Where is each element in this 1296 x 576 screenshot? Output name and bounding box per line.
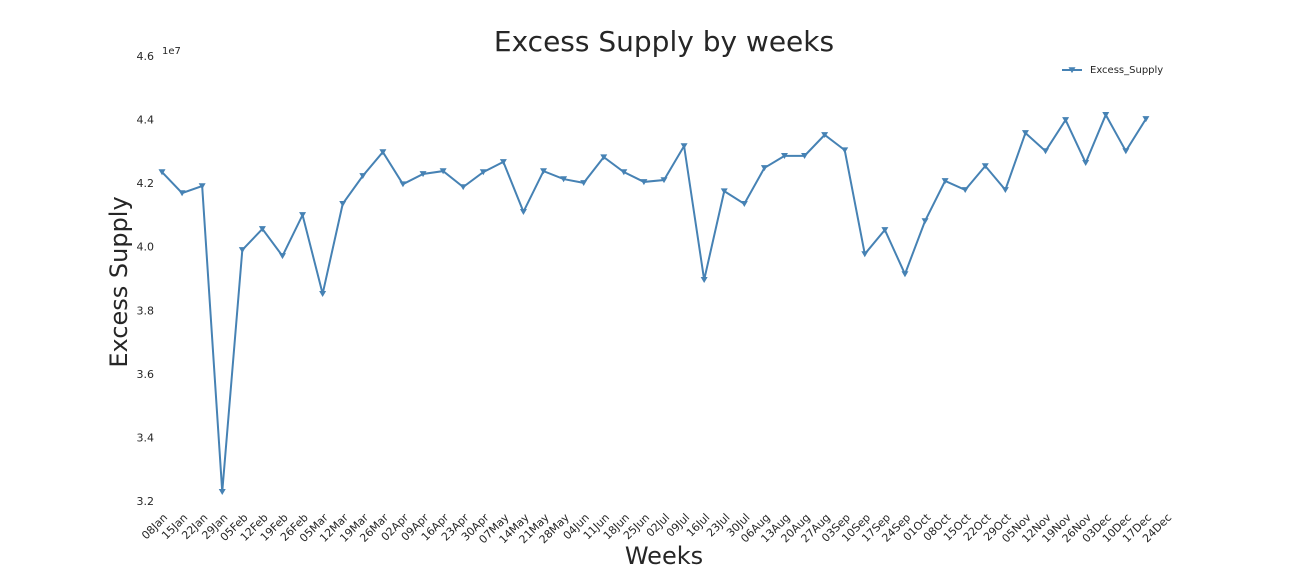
marker — [299, 212, 307, 219]
marker — [218, 489, 226, 495]
legend-label: Excess_Supply — [1090, 65, 1163, 76]
marker — [720, 188, 728, 195]
marker — [881, 227, 889, 234]
marker — [640, 179, 648, 186]
marker — [379, 149, 387, 156]
marker — [319, 291, 327, 297]
marker — [901, 271, 909, 278]
marker — [680, 143, 688, 150]
marker — [961, 187, 969, 194]
marker — [540, 168, 548, 175]
offset-label: 1e7 — [162, 46, 181, 57]
marker — [1042, 148, 1050, 155]
marker — [620, 169, 628, 176]
y-tick-label: 3.8 — [137, 304, 155, 317]
marker — [801, 153, 809, 160]
x-axis-label: Weeks — [625, 542, 703, 570]
marker — [479, 169, 487, 176]
marker — [1001, 187, 1009, 194]
marker — [921, 218, 929, 225]
y-tick-label: 3.4 — [137, 431, 155, 444]
y-tick-label: 4.2 — [137, 177, 155, 190]
marker — [660, 177, 668, 184]
marker — [459, 184, 467, 191]
y-tick-label: 4.6 — [137, 50, 155, 63]
marker — [158, 169, 166, 176]
marker — [981, 163, 989, 170]
marker — [560, 176, 568, 183]
marker — [238, 247, 246, 254]
y-tick-label: 3.6 — [137, 368, 155, 381]
marker — [1122, 148, 1130, 155]
line — [161, 112, 1147, 492]
marker — [760, 165, 768, 172]
marker — [600, 154, 608, 161]
marker — [861, 251, 869, 258]
y-axis-label: Excess Supply — [105, 196, 133, 367]
marker — [780, 153, 788, 160]
marker — [1102, 112, 1110, 118]
marker — [499, 159, 507, 166]
marker — [1142, 116, 1150, 123]
marker — [419, 171, 427, 178]
marker — [359, 173, 367, 180]
chart-title: Excess Supply by weeks — [494, 25, 834, 58]
marker — [841, 147, 849, 154]
y-tick-label: 3.2 — [137, 495, 155, 508]
marker — [740, 201, 748, 207]
marker — [339, 201, 347, 207]
marker — [700, 277, 708, 283]
marker — [941, 178, 949, 185]
marker — [1062, 117, 1070, 124]
marker — [258, 226, 266, 233]
marker — [198, 183, 206, 190]
marker — [580, 180, 588, 187]
marker — [1021, 130, 1029, 137]
marker — [1082, 160, 1090, 166]
marker — [278, 253, 286, 260]
marker — [821, 132, 829, 139]
legend-marker — [1068, 67, 1076, 74]
y-tick-label: 4.0 — [137, 241, 155, 254]
y-tick-label: 4.4 — [137, 114, 155, 127]
marker — [439, 168, 447, 175]
marker — [399, 181, 407, 188]
marker — [519, 208, 527, 215]
marker — [178, 190, 186, 197]
